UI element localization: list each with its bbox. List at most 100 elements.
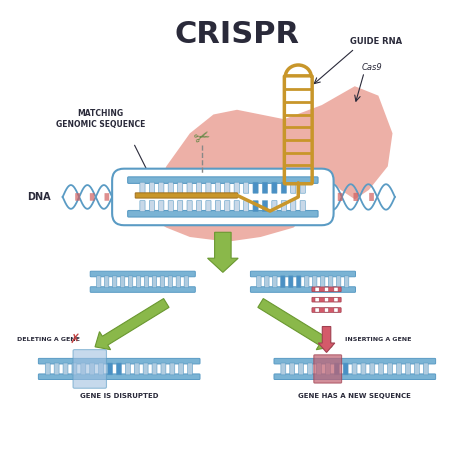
- FancyBboxPatch shape: [168, 201, 173, 212]
- Polygon shape: [133, 86, 392, 242]
- FancyBboxPatch shape: [397, 363, 401, 375]
- FancyBboxPatch shape: [281, 363, 286, 375]
- FancyBboxPatch shape: [234, 201, 239, 212]
- FancyBboxPatch shape: [45, 363, 50, 375]
- FancyBboxPatch shape: [152, 363, 157, 375]
- FancyBboxPatch shape: [225, 201, 230, 212]
- FancyBboxPatch shape: [345, 276, 349, 288]
- FancyBboxPatch shape: [149, 201, 155, 212]
- FancyBboxPatch shape: [244, 201, 249, 212]
- FancyBboxPatch shape: [300, 201, 305, 212]
- FancyBboxPatch shape: [320, 276, 325, 288]
- FancyBboxPatch shape: [263, 182, 268, 193]
- FancyBboxPatch shape: [423, 363, 428, 375]
- FancyBboxPatch shape: [334, 287, 338, 292]
- FancyBboxPatch shape: [128, 210, 318, 217]
- FancyBboxPatch shape: [234, 182, 239, 193]
- FancyBboxPatch shape: [272, 201, 277, 212]
- FancyBboxPatch shape: [128, 276, 133, 288]
- FancyBboxPatch shape: [134, 363, 139, 375]
- FancyBboxPatch shape: [206, 201, 211, 212]
- FancyBboxPatch shape: [140, 201, 145, 212]
- FancyBboxPatch shape: [215, 201, 220, 212]
- FancyBboxPatch shape: [72, 363, 77, 375]
- FancyBboxPatch shape: [405, 363, 410, 375]
- FancyBboxPatch shape: [117, 363, 121, 375]
- FancyBboxPatch shape: [143, 363, 148, 375]
- FancyBboxPatch shape: [312, 287, 341, 292]
- FancyBboxPatch shape: [135, 193, 237, 198]
- FancyBboxPatch shape: [149, 182, 155, 193]
- Text: MATCHING
GENOMIC SEQUENCE: MATCHING GENOMIC SEQUENCE: [55, 109, 145, 129]
- FancyBboxPatch shape: [152, 276, 157, 288]
- FancyBboxPatch shape: [90, 193, 94, 201]
- Text: ✗: ✗: [69, 333, 80, 346]
- FancyBboxPatch shape: [312, 308, 341, 312]
- FancyBboxPatch shape: [338, 193, 343, 201]
- FancyBboxPatch shape: [324, 308, 328, 312]
- FancyBboxPatch shape: [73, 350, 107, 388]
- FancyBboxPatch shape: [315, 308, 319, 312]
- FancyBboxPatch shape: [264, 276, 269, 288]
- FancyBboxPatch shape: [184, 276, 189, 288]
- FancyArrow shape: [95, 299, 169, 350]
- FancyBboxPatch shape: [312, 297, 341, 302]
- FancyBboxPatch shape: [108, 363, 112, 375]
- FancyBboxPatch shape: [273, 276, 277, 288]
- FancyBboxPatch shape: [263, 201, 268, 212]
- FancyBboxPatch shape: [75, 193, 80, 201]
- FancyBboxPatch shape: [244, 182, 249, 193]
- FancyBboxPatch shape: [379, 363, 383, 375]
- FancyBboxPatch shape: [104, 276, 109, 288]
- FancyBboxPatch shape: [112, 276, 117, 288]
- FancyBboxPatch shape: [324, 298, 328, 302]
- FancyBboxPatch shape: [315, 287, 319, 292]
- FancyBboxPatch shape: [388, 363, 392, 375]
- FancyBboxPatch shape: [289, 276, 293, 288]
- FancyBboxPatch shape: [225, 182, 230, 193]
- FancyBboxPatch shape: [352, 363, 357, 375]
- FancyBboxPatch shape: [272, 182, 277, 193]
- FancyBboxPatch shape: [250, 287, 356, 292]
- FancyBboxPatch shape: [291, 182, 296, 193]
- FancyBboxPatch shape: [104, 193, 109, 201]
- Text: GENE IS DISRUPTED: GENE IS DISRUPTED: [80, 393, 158, 399]
- FancyBboxPatch shape: [370, 363, 375, 375]
- FancyBboxPatch shape: [291, 201, 296, 212]
- FancyBboxPatch shape: [361, 363, 366, 375]
- FancyBboxPatch shape: [312, 276, 317, 288]
- FancyBboxPatch shape: [90, 287, 195, 292]
- FancyBboxPatch shape: [168, 276, 173, 288]
- FancyBboxPatch shape: [281, 201, 286, 212]
- FancyBboxPatch shape: [187, 182, 192, 193]
- FancyBboxPatch shape: [317, 363, 321, 375]
- FancyBboxPatch shape: [90, 363, 95, 375]
- FancyBboxPatch shape: [308, 363, 312, 375]
- FancyBboxPatch shape: [253, 201, 258, 212]
- FancyBboxPatch shape: [161, 363, 166, 375]
- FancyBboxPatch shape: [281, 182, 286, 193]
- FancyBboxPatch shape: [160, 276, 164, 288]
- FancyBboxPatch shape: [334, 363, 339, 375]
- FancyBboxPatch shape: [144, 276, 149, 288]
- FancyBboxPatch shape: [128, 177, 318, 183]
- FancyBboxPatch shape: [140, 182, 145, 193]
- FancyBboxPatch shape: [414, 363, 419, 375]
- FancyBboxPatch shape: [179, 363, 184, 375]
- FancyBboxPatch shape: [188, 363, 192, 375]
- FancyBboxPatch shape: [304, 276, 309, 288]
- FancyBboxPatch shape: [297, 276, 301, 288]
- FancyBboxPatch shape: [159, 201, 164, 212]
- Text: DNA: DNA: [27, 192, 51, 202]
- FancyBboxPatch shape: [125, 363, 130, 375]
- Text: Cas9: Cas9: [362, 63, 383, 72]
- FancyBboxPatch shape: [324, 287, 328, 292]
- FancyBboxPatch shape: [334, 308, 338, 312]
- FancyBboxPatch shape: [54, 363, 59, 375]
- FancyBboxPatch shape: [281, 276, 285, 288]
- FancyBboxPatch shape: [315, 298, 319, 302]
- FancyBboxPatch shape: [63, 363, 68, 375]
- FancyBboxPatch shape: [206, 182, 211, 193]
- FancyBboxPatch shape: [290, 363, 295, 375]
- FancyBboxPatch shape: [170, 363, 175, 375]
